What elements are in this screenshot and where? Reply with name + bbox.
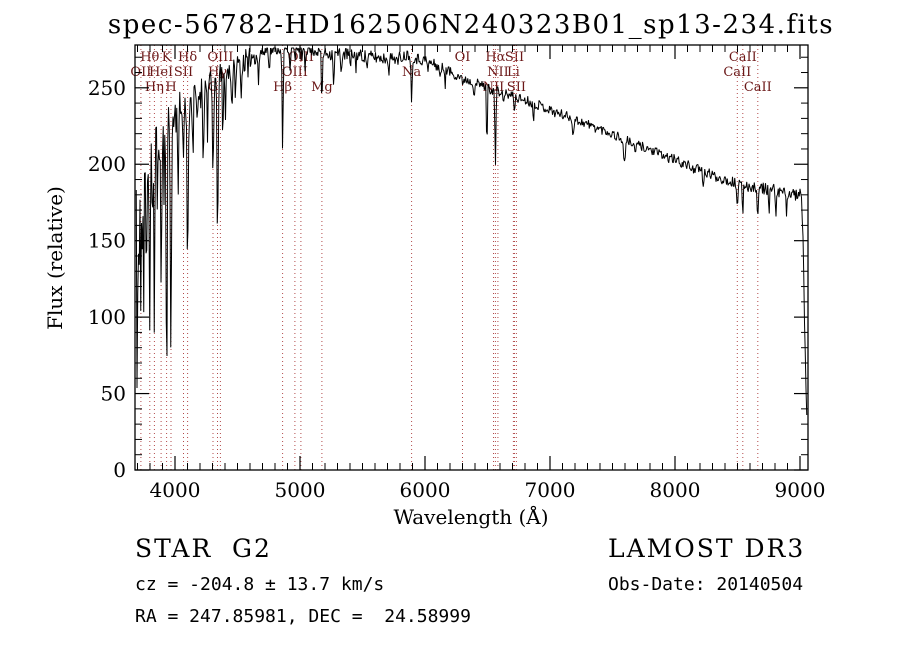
spectral-line-label: OIII — [207, 50, 233, 65]
plot-title: spec-56782-HD162506N240323B01_sp13-234.f… — [108, 10, 834, 40]
y-tick-label: 0 — [113, 458, 126, 482]
spectral-line-label: H — [165, 80, 176, 95]
x-tick-label: 9000 — [775, 478, 826, 502]
ra-dec: RA = 247.85981, DEC = 24.58999 — [135, 606, 471, 627]
spectral-line-label: OIII — [282, 65, 308, 80]
spectral-line-label: CaII — [723, 65, 751, 80]
y-tick-label: 200 — [88, 152, 126, 176]
spectrum-path — [135, 47, 808, 416]
spectral-line-label: Li — [507, 65, 520, 80]
y-axis-label: Flux (relative) — [43, 186, 67, 330]
spectral-line-label: G — [208, 80, 218, 95]
spectral-line-label: Na — [402, 65, 421, 80]
survey-release: LAMOST DR3 — [608, 534, 805, 563]
spectrum-line — [135, 47, 808, 416]
cz-value: cz = -204.8 ± 13.7 km/s — [135, 574, 384, 595]
spectral-line-label: Hθ — [140, 50, 159, 65]
obs-date: Obs-Date: 20140504 — [608, 574, 803, 595]
spectral-line-label: K — [162, 50, 172, 65]
x-tick-label: 6000 — [400, 478, 451, 502]
x-tick-label: 4000 — [150, 478, 201, 502]
spectral-line-label: CaII — [729, 50, 757, 65]
spectral-line-label: Hη — [145, 80, 164, 95]
spectral-line-label: Hγ — [208, 65, 227, 80]
axes: 4000 5000 6000 7000 8000 9000 0 50 100 150 200 250 — [88, 44, 826, 502]
spectral-line-label: Hα — [485, 50, 505, 65]
y-tick-label: 50 — [101, 382, 126, 406]
object-class: STAR — [135, 534, 212, 563]
spectral-line-label: HeI — [149, 65, 173, 80]
spectral-line-label: CaII — [744, 80, 772, 95]
y-tick-label: 150 — [88, 229, 126, 253]
spectral-line-label: SII — [507, 80, 526, 95]
spectral-line-label: SII — [505, 50, 524, 65]
plot-frame — [134, 44, 809, 471]
x-tick-label: 8000 — [650, 478, 701, 502]
x-tick-label: 5000 — [275, 478, 326, 502]
spectral-line-label: Hδ — [178, 50, 197, 65]
x-axis-label: Wavelength (Å) — [393, 504, 548, 529]
object-subclass: G2 — [232, 534, 272, 563]
spectral-line-label: OI — [455, 50, 471, 65]
y-tick-label: 250 — [88, 76, 126, 100]
x-tick-label: 7000 — [525, 478, 576, 502]
spectral-line-label: SII — [174, 65, 193, 80]
spectral-line-label: NII — [487, 65, 509, 80]
y-tick-label: 100 — [88, 305, 126, 329]
spectral-line-label: Hβ — [273, 80, 292, 95]
